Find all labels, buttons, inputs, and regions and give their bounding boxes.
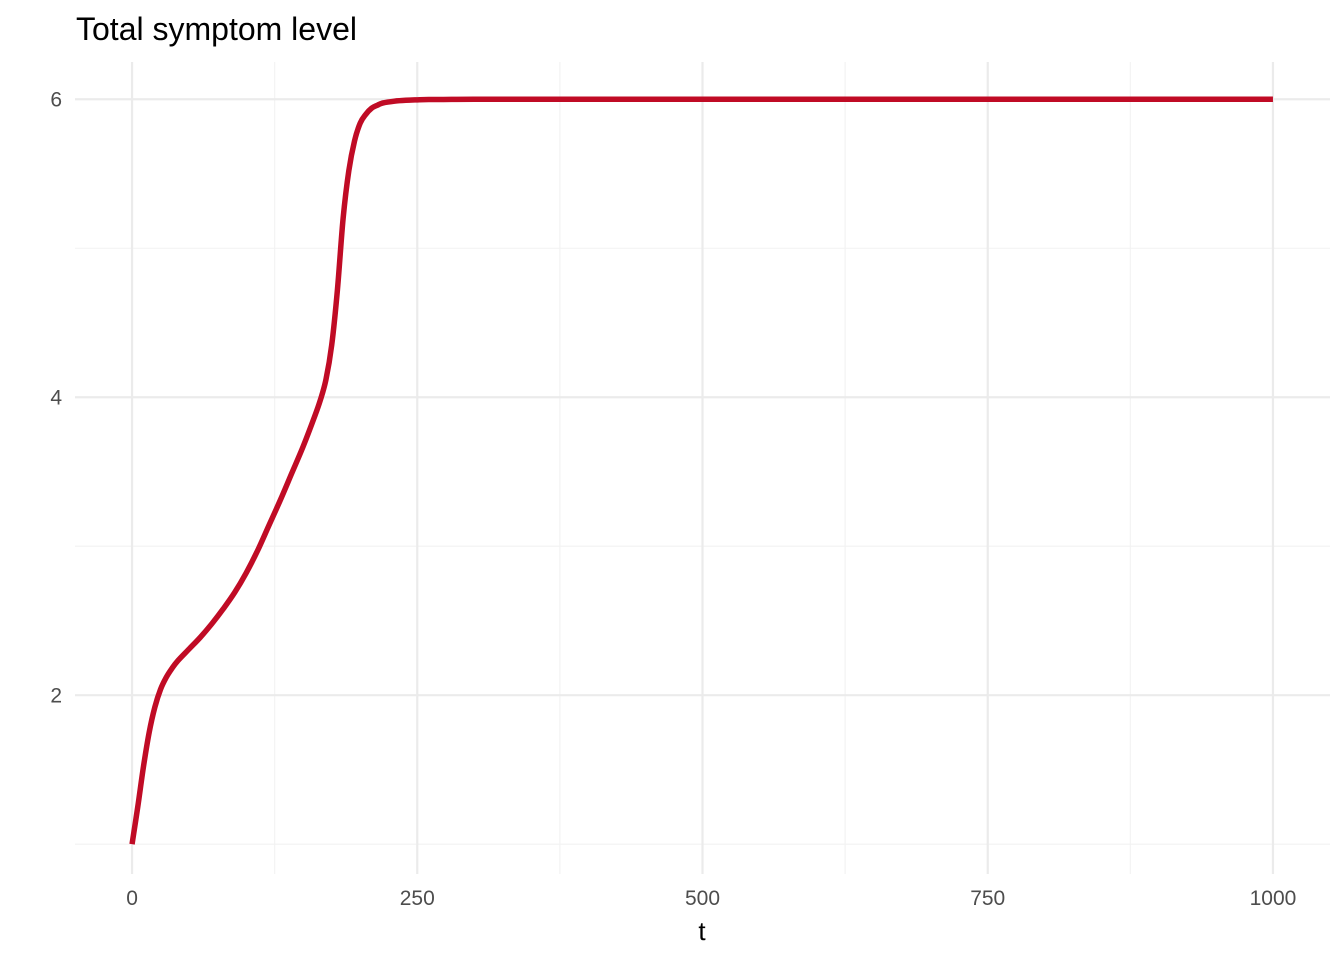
x-tick-label: 250 <box>400 887 435 910</box>
x-tick-label: 0 <box>126 887 138 910</box>
x-tick-label: 1000 <box>1250 887 1297 910</box>
x-axis-label: t <box>698 916 706 946</box>
y-tick-label: 2 <box>50 685 62 708</box>
x-tick-label: 500 <box>685 887 720 910</box>
x-axis-tick-labels: 0 250 500 750 1000 <box>126 887 1296 910</box>
series-line-0 <box>129 96 1273 845</box>
x-tick-label: 750 <box>970 887 1005 910</box>
series-layer <box>129 96 1273 845</box>
y-tick-label: 4 <box>50 387 62 410</box>
chart-title: Total symptom level <box>76 11 357 47</box>
y-axis-tick-labels: 2 4 6 <box>50 89 62 708</box>
y-tick-label: 6 <box>50 89 62 112</box>
